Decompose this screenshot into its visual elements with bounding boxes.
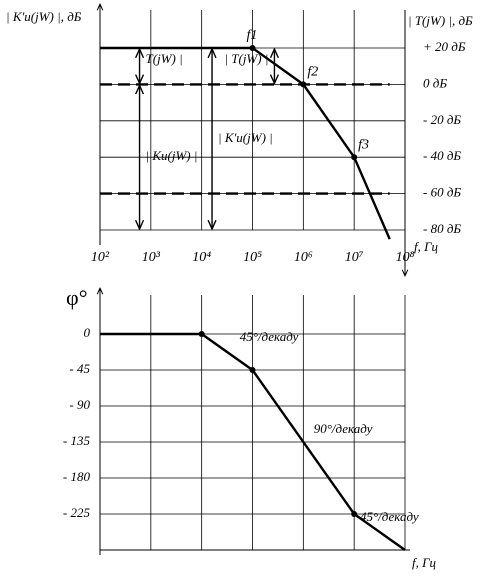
arrow-label: | Ku(jW) |	[146, 148, 198, 163]
y-tick-label: - 45	[69, 361, 90, 376]
y-tick-label: - 180	[63, 469, 91, 484]
y-tick-label: - 80 дБ	[423, 221, 461, 236]
x-tick-label: 10⁷	[345, 250, 364, 265]
point	[249, 367, 256, 373]
y-tick-label: 0 дБ	[423, 75, 447, 90]
y-tick-label: - 135	[63, 433, 91, 448]
point-label: f3	[358, 137, 369, 152]
y-tick-label: + 20 дБ	[423, 39, 466, 54]
y-tick-label: 0	[84, 325, 91, 340]
y-tick-label: - 40 дБ	[423, 148, 461, 163]
arrow-label: | K'u(jW) |	[218, 130, 273, 145]
annotation: 90°/декаду	[314, 421, 373, 436]
x-label: f, Гц	[414, 239, 439, 254]
y-tick-label: - 20 дБ	[423, 112, 461, 127]
x-tick-label: 10⁶	[294, 250, 313, 265]
point	[198, 331, 205, 337]
y-tick-label: - 90	[69, 397, 90, 412]
annotation: 45°/декаду	[240, 329, 299, 344]
point	[300, 81, 307, 88]
x-label: f, Гц	[412, 555, 437, 570]
point-label: f2	[307, 65, 318, 80]
x-tick-label: 10²	[91, 250, 110, 265]
point	[249, 45, 256, 51]
x-tick-label: 10⁸	[396, 250, 415, 265]
y-tick-label: - 60 дБ	[423, 185, 461, 200]
x-tick-label: 10³	[142, 250, 161, 265]
y-label: | K'u(jW) |, дБ	[6, 9, 82, 24]
y-tick-label: - 225	[63, 505, 91, 520]
point	[351, 511, 358, 517]
arrow-label: | T(jW) |	[224, 51, 268, 66]
arrow-label: T(jW) |	[146, 51, 183, 66]
annotation: 45°/декаду	[360, 509, 419, 524]
x-tick-label: 10⁴	[192, 250, 211, 265]
y-label: φ°	[66, 285, 88, 310]
y-label-right: | T(jW) |, дБ	[408, 13, 473, 28]
x-tick-label: 10⁵	[243, 250, 262, 265]
point	[351, 154, 358, 161]
point-label: f1	[247, 28, 258, 43]
